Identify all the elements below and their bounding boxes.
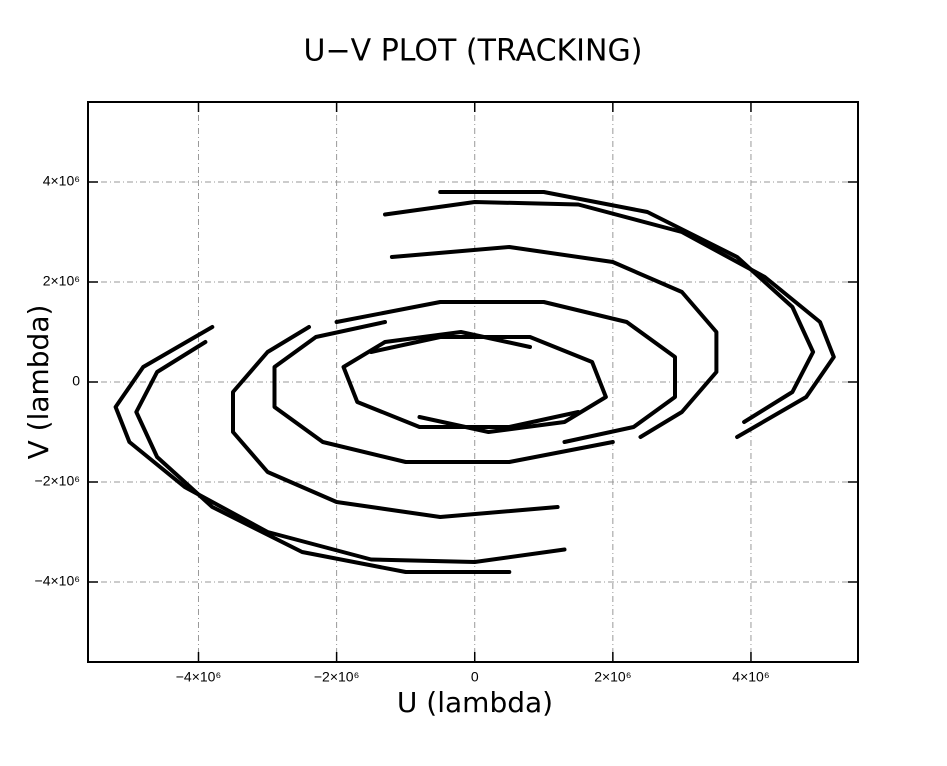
uv-track [231, 325, 560, 519]
x-tick-label: 2×10⁶ [594, 669, 631, 685]
y-tick-label: −4×10⁶ [35, 573, 80, 589]
x-axis-label: U (lambda) [397, 686, 553, 719]
y-tick-label: 2×10⁶ [43, 273, 80, 289]
y-tick-label: 4×10⁶ [43, 173, 80, 189]
grid [88, 102, 858, 662]
y-tick-label: −2×10⁶ [35, 473, 80, 489]
uv-track [113, 325, 567, 564]
uv-track [134, 340, 512, 574]
x-tick-label: 0 [471, 669, 479, 685]
uv-track [272, 320, 615, 464]
uv-track [369, 335, 608, 434]
uv-track [341, 330, 581, 429]
y-tick-label: 0 [72, 373, 80, 389]
x-tick-label: −2×10⁶ [314, 669, 359, 685]
plot-area [113, 190, 836, 574]
uv-track [389, 245, 719, 439]
uv-track [383, 200, 836, 439]
uv-track [438, 190, 816, 424]
x-tick-label: −4×10⁶ [176, 669, 221, 685]
y-axis-label: V (lambda) [22, 305, 55, 460]
chart-title: U−V PLOT (TRACKING) [304, 34, 643, 69]
x-tick-label: 4×10⁶ [732, 669, 769, 685]
uv-track [334, 300, 677, 444]
